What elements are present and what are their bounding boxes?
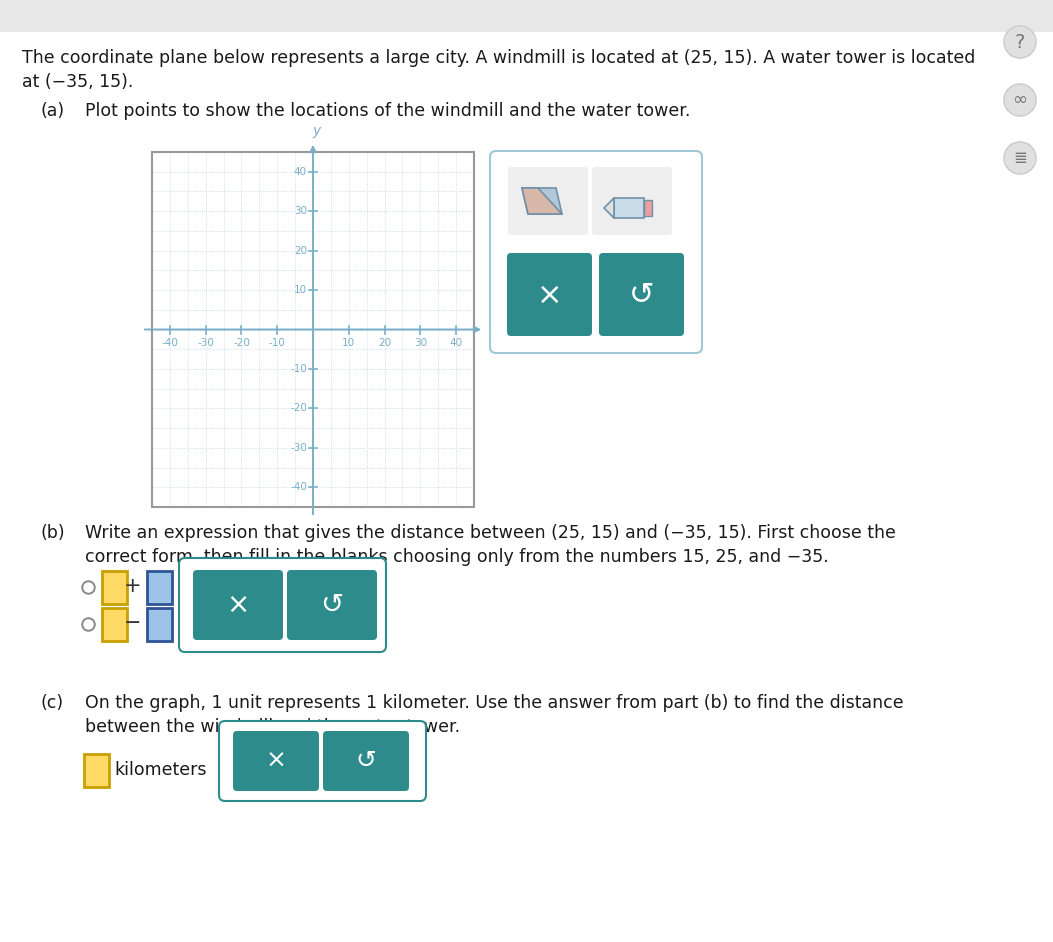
Text: (c): (c) [40, 694, 63, 712]
FancyBboxPatch shape [0, 0, 1053, 32]
FancyBboxPatch shape [592, 167, 672, 235]
Text: Plot points to show the locations of the windmill and the water tower.: Plot points to show the locations of the… [85, 102, 691, 120]
Text: ?: ? [1015, 33, 1026, 52]
Circle shape [1004, 84, 1036, 116]
FancyBboxPatch shape [599, 253, 684, 336]
FancyBboxPatch shape [101, 571, 126, 604]
Text: 30: 30 [414, 337, 426, 348]
Text: (a): (a) [40, 102, 64, 120]
Text: correct form, then fill in the blanks choosing only from the numbers 15, 25, and: correct form, then fill in the blanks ch… [85, 548, 829, 566]
Polygon shape [522, 188, 562, 214]
FancyBboxPatch shape [101, 608, 126, 641]
FancyBboxPatch shape [146, 571, 172, 604]
FancyBboxPatch shape [287, 570, 377, 640]
Text: (b): (b) [40, 524, 64, 542]
FancyBboxPatch shape [644, 200, 652, 216]
Text: -30: -30 [197, 337, 214, 348]
Text: 30: 30 [294, 206, 307, 216]
Text: between the windmill and the water tower.: between the windmill and the water tower… [85, 718, 460, 736]
Text: ×: × [226, 591, 250, 619]
Polygon shape [522, 188, 562, 214]
FancyBboxPatch shape [83, 754, 108, 787]
Text: -10: -10 [291, 364, 307, 374]
Text: ×: × [265, 749, 286, 773]
Text: 40: 40 [450, 337, 462, 348]
FancyBboxPatch shape [179, 558, 386, 652]
Text: 20: 20 [294, 246, 307, 255]
Text: kilometers: kilometers [114, 761, 206, 779]
Text: -20: -20 [233, 337, 250, 348]
FancyBboxPatch shape [506, 253, 592, 336]
FancyBboxPatch shape [490, 151, 702, 353]
FancyBboxPatch shape [193, 570, 283, 640]
FancyBboxPatch shape [146, 608, 172, 641]
Text: The coordinate plane below represents a large city. A windmill is located at (25: The coordinate plane below represents a … [22, 49, 975, 67]
FancyBboxPatch shape [219, 721, 426, 801]
Text: ↺: ↺ [356, 749, 377, 773]
Text: 40: 40 [294, 167, 307, 177]
Text: -10: -10 [269, 337, 285, 348]
Text: 10: 10 [294, 285, 307, 295]
Text: −: − [124, 613, 142, 633]
Polygon shape [614, 198, 644, 218]
FancyBboxPatch shape [508, 167, 588, 235]
Text: On the graph, 1 unit represents 1 kilometer. Use the answer from part (b) to fin: On the graph, 1 unit represents 1 kilome… [85, 694, 903, 712]
Text: ↺: ↺ [629, 281, 654, 310]
Text: ×: × [537, 281, 562, 310]
Text: -20: -20 [291, 403, 307, 414]
Text: y: y [312, 124, 320, 138]
FancyBboxPatch shape [323, 731, 409, 791]
Text: +: + [124, 576, 142, 596]
Text: ↺: ↺ [320, 591, 343, 619]
Circle shape [1004, 26, 1036, 58]
Text: -40: -40 [291, 482, 307, 493]
Text: Write an expression that gives the distance between (25, 15) and (−35, 15). Firs: Write an expression that gives the dista… [85, 524, 896, 542]
Text: -30: -30 [291, 443, 307, 453]
Text: -40: -40 [161, 337, 178, 348]
Text: at (−35, 15).: at (−35, 15). [22, 73, 134, 91]
Text: ≣: ≣ [1013, 149, 1027, 167]
Text: ∞: ∞ [1013, 91, 1028, 109]
Text: 20: 20 [378, 337, 391, 348]
FancyBboxPatch shape [233, 731, 319, 791]
FancyBboxPatch shape [152, 152, 474, 507]
Text: x: x [488, 322, 496, 336]
Polygon shape [604, 198, 614, 218]
Text: 10: 10 [342, 337, 355, 348]
Circle shape [1004, 142, 1036, 174]
